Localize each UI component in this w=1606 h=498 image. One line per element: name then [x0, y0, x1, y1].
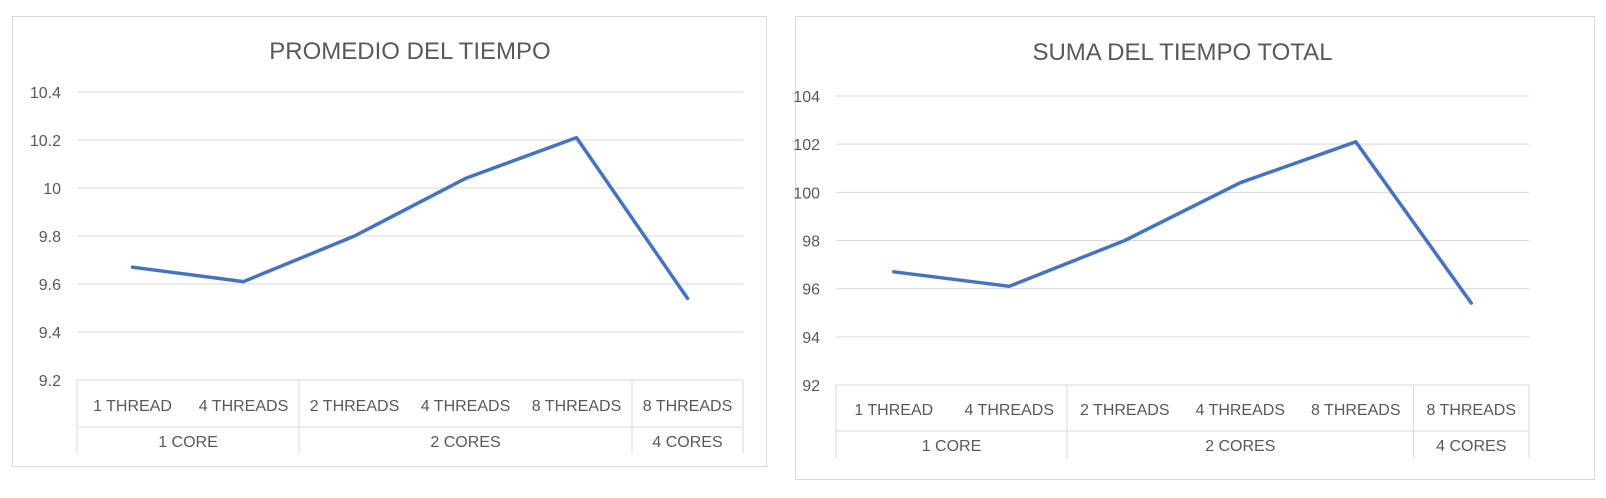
y-tick-label: 9.4: [39, 325, 61, 342]
x-tick-label: 8 THREADS: [532, 398, 622, 415]
series-line: [892, 140, 1474, 305]
y-tick-label: 10.2: [30, 133, 61, 150]
x-group-label: 4 CORES: [1436, 438, 1506, 455]
x-group-label: 1 CORE: [158, 434, 218, 451]
x-tick-label: 8 THREADS: [1426, 402, 1516, 419]
x-group-label: 2 CORES: [1205, 438, 1275, 455]
y-tick-label: 92: [802, 378, 820, 395]
x-tick-label: 2 THREADS: [1080, 402, 1170, 419]
x-tick-label: 1 THREAD: [93, 398, 172, 415]
x-group-label: 1 CORE: [922, 438, 982, 455]
series-line: [130, 135, 690, 301]
x-tick-label: 1 THREAD: [854, 402, 933, 419]
y-tick-label: 96: [802, 282, 820, 299]
y-tick-label: 100: [793, 185, 820, 202]
x-tick-label: 4 THREADS: [1195, 402, 1285, 419]
chart-title: PROMEDIO DEL TIEMPO: [269, 38, 550, 65]
y-tick-label: 9.2: [39, 373, 61, 390]
x-group-label: 4 CORES: [652, 434, 722, 451]
y-tick-label: 9.6: [39, 277, 61, 294]
y-tick-label: 102: [793, 137, 820, 154]
y-tick-label: 10.4: [30, 85, 61, 102]
chart-title: SUMA DEL TIEMPO TOTAL: [1032, 39, 1332, 66]
x-group-label: 2 CORES: [430, 434, 500, 451]
x-tick-label: 2 THREADS: [310, 398, 400, 415]
y-tick-label: 98: [802, 234, 820, 251]
x-tick-label: 8 THREADS: [1311, 402, 1401, 419]
y-tick-label: 104: [793, 89, 820, 106]
x-tick-label: 4 THREADS: [199, 398, 289, 415]
y-tick-label: 10: [43, 181, 61, 198]
chart-panel-promedio: PROMEDIO DEL TIEMPO 9.2 9.4 9.6 9.8 10 10.2 10.…: [12, 16, 767, 467]
x-tick-label: 8 THREADS: [643, 398, 733, 415]
chart-panel-suma: SUMA DEL TIEMPO TOTAL 92 94 96 98 100 102 104 1 …: [793, 16, 1595, 480]
chart-suma: SUMA DEL TIEMPO TOTAL 92 94 96 98 100 102 104 1 …: [793, 39, 1530, 458]
chart-promedio: PROMEDIO DEL TIEMPO 9.2 9.4 9.6 9.8 10 10.2 10.…: [30, 38, 744, 453]
x-tick-label: 4 THREADS: [421, 398, 511, 415]
y-tick-label: 9.8: [39, 229, 61, 246]
y-tick-label: 94: [802, 330, 820, 347]
x-tick-label: 4 THREADS: [964, 402, 1054, 419]
